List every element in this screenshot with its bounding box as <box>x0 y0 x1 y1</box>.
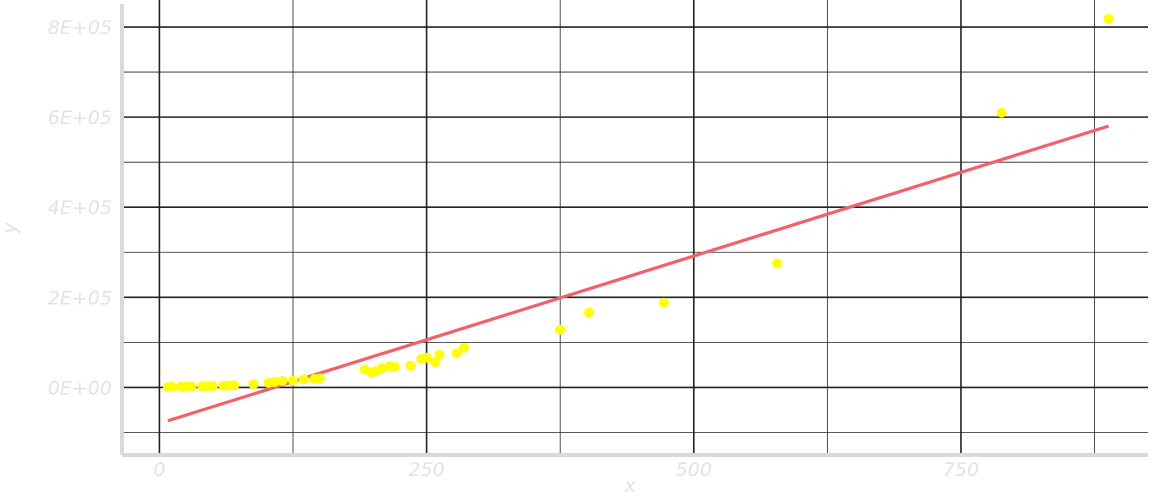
y-tick-label: 0E+00 <box>48 377 112 399</box>
y-tick-label: 8E+05 <box>48 17 112 39</box>
y-tick-label: 4E+05 <box>48 197 112 219</box>
trend-line <box>167 124 1109 423</box>
data-point <box>996 107 1007 118</box>
y-axis-title: y <box>0 222 21 235</box>
x-tick-labels: 0 250 500 750 <box>153 459 979 481</box>
data-point <box>314 373 325 384</box>
data-point <box>459 342 469 353</box>
data-point <box>434 349 445 360</box>
x-tick-label: 0 <box>153 459 165 481</box>
data-point <box>269 377 280 388</box>
data-point <box>186 381 197 392</box>
data-point <box>658 297 669 308</box>
x-tick-label: 750 <box>943 459 979 481</box>
axis-layer <box>120 4 1148 457</box>
data-point <box>772 258 783 269</box>
data-point <box>389 361 400 372</box>
grid-layer <box>122 0 1148 455</box>
y-tick-label: 2E+05 <box>48 287 112 309</box>
data-point <box>248 379 259 390</box>
data-point <box>421 352 432 363</box>
data-point <box>277 376 288 387</box>
data-point <box>288 375 298 386</box>
x-tick-label: 250 <box>408 459 444 481</box>
y-tick-labels: 0E+00 2E+05 4E+05 6E+05 8E+05 <box>48 17 112 399</box>
data-point <box>451 348 462 359</box>
data-point <box>298 374 309 385</box>
points-layer <box>162 13 1114 393</box>
x-axis-title: x <box>623 475 636 497</box>
data-point <box>207 380 218 391</box>
data-point <box>167 381 178 392</box>
trend-line-layer <box>167 124 1109 423</box>
data-point <box>405 360 416 371</box>
data-point <box>1103 13 1114 24</box>
y-tick-label: 6E+05 <box>48 107 112 129</box>
data-point <box>229 380 240 391</box>
data-point <box>584 307 595 318</box>
data-point <box>430 357 441 368</box>
x-tick-label: 500 <box>676 459 712 481</box>
data-point <box>555 324 566 335</box>
